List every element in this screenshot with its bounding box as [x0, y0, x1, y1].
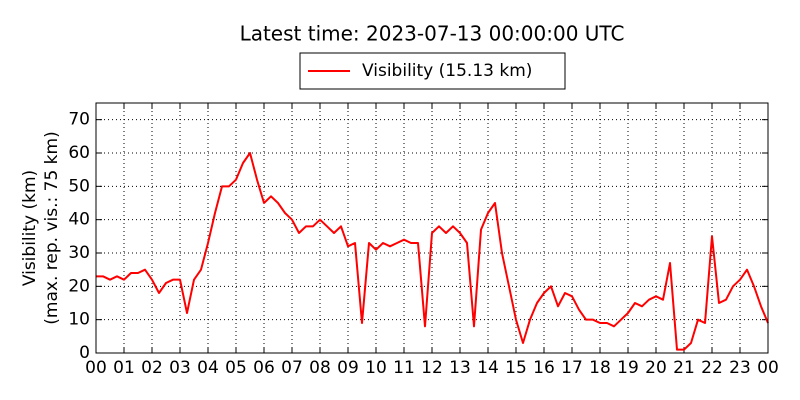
- x-tick-label: 06: [253, 358, 275, 378]
- x-tick-label: 21: [673, 358, 695, 378]
- x-tick-label: 07: [281, 358, 303, 378]
- x-tick-label: 02: [141, 358, 163, 378]
- x-tick-label: 20: [645, 358, 667, 378]
- x-tick-label: 22: [701, 358, 723, 378]
- x-tick-label: 18: [589, 358, 611, 378]
- legend: Visibility (15.13 km): [299, 52, 566, 90]
- x-tick-label: 11: [393, 358, 415, 378]
- x-tick-label: 12: [421, 358, 443, 378]
- x-tick-label: 01: [113, 358, 135, 378]
- y-tick-label: 0: [79, 343, 90, 363]
- x-tick-label: 03: [169, 358, 191, 378]
- x-tick-label: 04: [197, 358, 219, 378]
- y-tick-label: 10: [68, 310, 90, 330]
- chart-title: Latest time: 2023-07-13 00:00:00 UTC: [240, 22, 625, 46]
- x-tick-label: 15: [505, 358, 527, 378]
- x-tick-label: 08: [309, 358, 331, 378]
- plot-frame: [95, 102, 769, 354]
- x-tick-label: 16: [533, 358, 555, 378]
- x-tick-label: 19: [617, 358, 639, 378]
- x-tick-label: 14: [477, 358, 499, 378]
- x-tick-label: 13: [449, 358, 471, 378]
- y-tick-label: 30: [68, 243, 90, 263]
- x-tick-label: 09: [337, 358, 359, 378]
- y-tick-label: 40: [68, 210, 90, 230]
- y-tick-label: 50: [68, 176, 90, 196]
- y-axis-label: Visibility (km): [20, 170, 40, 286]
- x-tick-label: 05: [225, 358, 247, 378]
- data-line: [96, 152, 769, 351]
- x-tick-label: 17: [561, 358, 583, 378]
- x-tick-label: 10: [365, 358, 387, 378]
- y-axis-label: (max. rep. vis.: 75 km): [42, 131, 62, 324]
- x-tick-label: 23: [729, 358, 751, 378]
- y-tick-label: 70: [68, 110, 90, 130]
- x-tick-label: 00: [757, 358, 779, 378]
- y-tick-label: 20: [68, 276, 90, 296]
- x-tick-label: 00: [85, 358, 107, 378]
- legend-label: Visibility (15.13 km): [362, 61, 532, 81]
- y-tick-label: 60: [68, 143, 90, 163]
